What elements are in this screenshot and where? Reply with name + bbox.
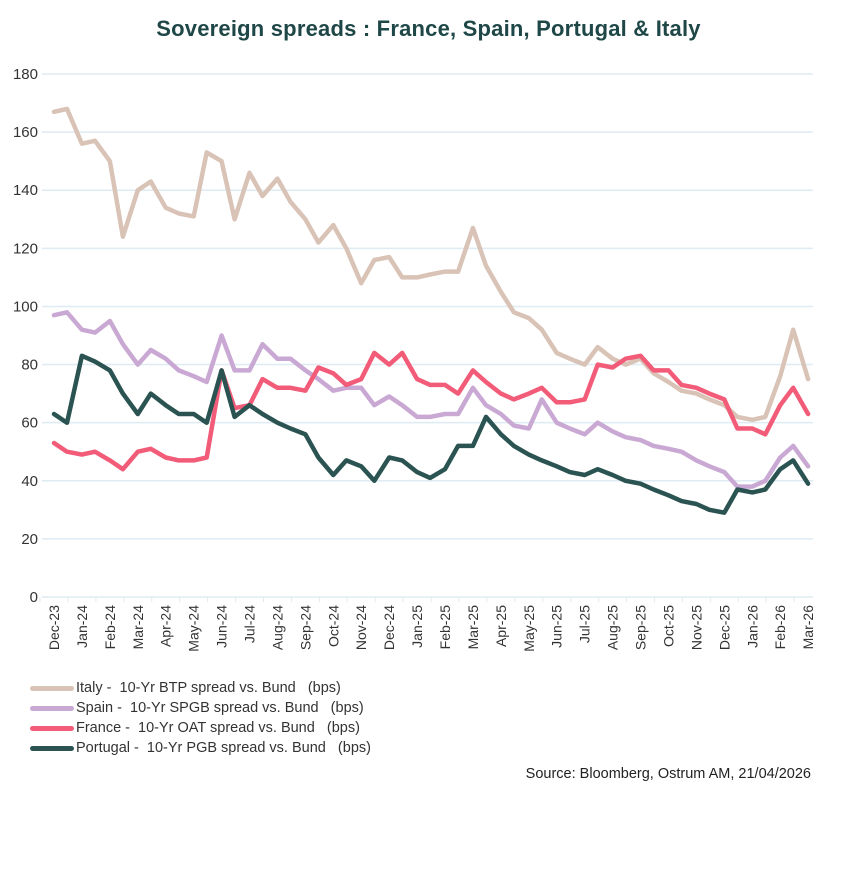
series-line-italy (51, 106, 811, 423)
y-tick-label: 160 (13, 124, 38, 141)
y-tick-label: 20 (21, 531, 38, 548)
series-line-spain (51, 310, 811, 489)
x-tick-label: Jun-24 (214, 605, 230, 648)
x-tick-label: Apr-25 (493, 605, 509, 647)
x-tick-label: Jul-25 (577, 605, 593, 643)
y-tick-label: 120 (13, 240, 38, 257)
x-tick-label: Aug-25 (605, 605, 621, 650)
legend-label: Portugal - 10-Yr PGB spread vs. Bund (bp… (76, 740, 371, 756)
x-tick-label: Apr-24 (158, 605, 174, 647)
x-tick-label: Dec-24 (381, 605, 397, 650)
x-tick-label: Nov-24 (353, 605, 369, 650)
legend-item: Portugal - 10-Yr PGB spread vs. Bund (bp… (30, 738, 371, 758)
y-tick-label: 40 (21, 473, 38, 490)
y-tick-label: 60 (21, 415, 38, 432)
series-line-portugal (51, 353, 811, 515)
x-tick-label: Sep-25 (633, 605, 649, 650)
x-tick-label: Jan-26 (744, 605, 760, 648)
y-tick-label: 80 (21, 357, 38, 374)
x-tick-label: Feb-26 (772, 605, 788, 650)
legend: Italy - 10-Yr BTP spread vs. Bund (bps) S… (30, 678, 371, 758)
x-tick-label: Jul-24 (242, 605, 258, 643)
legend-swatch (30, 705, 74, 711)
legend-swatch (30, 725, 74, 731)
legend-label: Italy - 10-Yr BTP spread vs. Bund (bps) (76, 680, 341, 696)
y-tick-label: 0 (30, 589, 38, 606)
series-line-france (51, 350, 811, 472)
legend-item: Spain - 10-Yr SPGB spread vs. Bund (bps) (30, 698, 371, 718)
x-tick-label: Oct-25 (660, 605, 676, 647)
x-tick-label: Nov-25 (688, 605, 704, 650)
x-tick-label: Feb-25 (437, 605, 453, 650)
x-tick-label: Mar-25 (465, 605, 481, 650)
x-tick-label: Mar-26 (800, 605, 816, 650)
source-note: Source: Bloomberg, Ostrum AM, 21/04/2026 (525, 766, 811, 782)
legend-swatch (30, 745, 74, 751)
x-tick-label: Oct-24 (325, 605, 341, 647)
x-tick-label: May-25 (521, 605, 537, 652)
x-tick-label: Mar-24 (130, 605, 146, 650)
x-tick-label: May-24 (186, 605, 202, 652)
legend-label: Spain - 10-Yr SPGB spread vs. Bund (bps) (76, 700, 364, 716)
x-tick-label: Aug-24 (269, 605, 285, 650)
x-tick-label: Feb-24 (102, 605, 118, 650)
y-tick-label: 140 (13, 182, 38, 199)
y-tick-label: 180 (13, 66, 38, 83)
legend-label: France - 10-Yr OAT spread vs. Bund (bps) (76, 720, 360, 736)
x-tick-label: Sep-24 (297, 605, 313, 650)
legend-swatch (30, 685, 74, 691)
legend-item: Italy - 10-Yr BTP spread vs. Bund (bps) (30, 678, 371, 698)
y-tick-label: 100 (13, 298, 38, 315)
x-tick-label: Dec-25 (716, 605, 732, 650)
x-tick-label: Jun-25 (549, 605, 565, 648)
legend-item: France - 10-Yr OAT spread vs. Bund (bps) (30, 718, 371, 738)
chart-title: Sovereign spreads : France, Spain, Portu… (156, 16, 701, 41)
x-tick-label: Jan-24 (74, 605, 90, 648)
x-tick-label: Dec-23 (46, 605, 62, 650)
x-tick-label: Jan-25 (409, 605, 425, 648)
